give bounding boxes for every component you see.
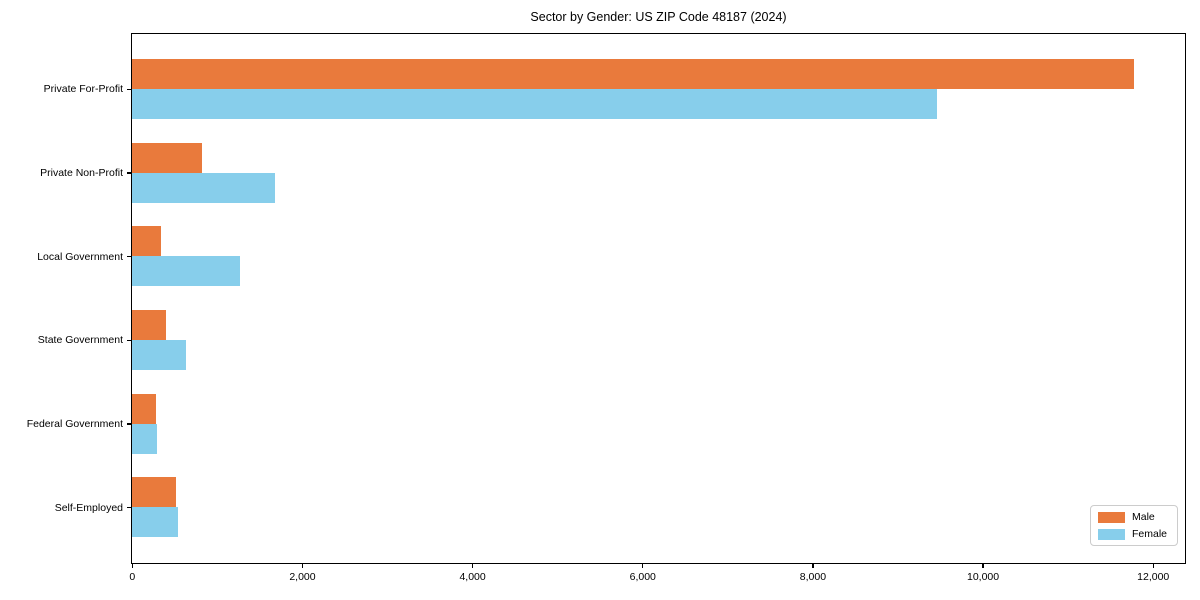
x-tick-label: 2,000 bbox=[289, 571, 316, 583]
chart-title: Sector by Gender: US ZIP Code 48187 (202… bbox=[530, 10, 787, 24]
y-tick-mark bbox=[127, 256, 131, 258]
legend-label: Male bbox=[1132, 511, 1155, 523]
x-tick-label: 4,000 bbox=[459, 571, 486, 583]
legend-item-male: Male bbox=[1098, 511, 1170, 523]
x-tick-mark bbox=[131, 564, 133, 568]
male-bar bbox=[132, 477, 176, 508]
female-bar bbox=[132, 256, 240, 287]
x-tick-mark bbox=[812, 564, 814, 568]
x-tick-label: 0 bbox=[129, 571, 136, 583]
male-bar bbox=[132, 59, 1134, 89]
y-tick-label: Private Non-Profit bbox=[40, 166, 123, 179]
female-bar bbox=[132, 340, 186, 371]
legend-item-female: Female bbox=[1098, 528, 1170, 540]
legend-label: Female bbox=[1132, 528, 1168, 540]
female-bar bbox=[132, 507, 178, 538]
legend: Male Female bbox=[1090, 505, 1178, 546]
female-legend-swatch bbox=[1098, 528, 1125, 540]
female-bar bbox=[132, 423, 157, 454]
female-bar bbox=[132, 172, 275, 203]
male-bar bbox=[132, 393, 156, 424]
y-tick-mark bbox=[127, 339, 131, 341]
male-bar bbox=[132, 142, 202, 173]
x-tick-mark bbox=[642, 564, 644, 568]
x-tick-label: 6,000 bbox=[629, 571, 656, 583]
x-tick-mark bbox=[982, 564, 984, 568]
male-legend-swatch bbox=[1098, 511, 1125, 523]
y-tick-mark bbox=[127, 507, 131, 509]
y-tick-label: Self-Employed bbox=[54, 501, 123, 514]
y-tick-label: State Government bbox=[37, 334, 123, 347]
y-tick-mark bbox=[127, 88, 131, 90]
female-bar bbox=[132, 89, 937, 119]
y-tick-label: Local Government bbox=[37, 250, 123, 263]
y-tick-mark bbox=[127, 423, 131, 425]
y-tick-label: Federal Government bbox=[26, 418, 123, 431]
y-tick-label: Private For-Profit bbox=[43, 83, 123, 96]
plot-area bbox=[131, 33, 1186, 564]
male-bar bbox=[132, 310, 166, 341]
x-tick-label: 12,000 bbox=[1137, 571, 1170, 583]
x-tick-label: 10,000 bbox=[967, 571, 1000, 583]
x-tick-label: 8,000 bbox=[799, 571, 827, 583]
male-bar bbox=[132, 226, 161, 257]
x-tick-mark bbox=[472, 564, 474, 568]
x-tick-mark bbox=[301, 564, 304, 568]
x-tick-mark bbox=[1152, 564, 1154, 568]
y-tick-mark bbox=[127, 172, 131, 174]
